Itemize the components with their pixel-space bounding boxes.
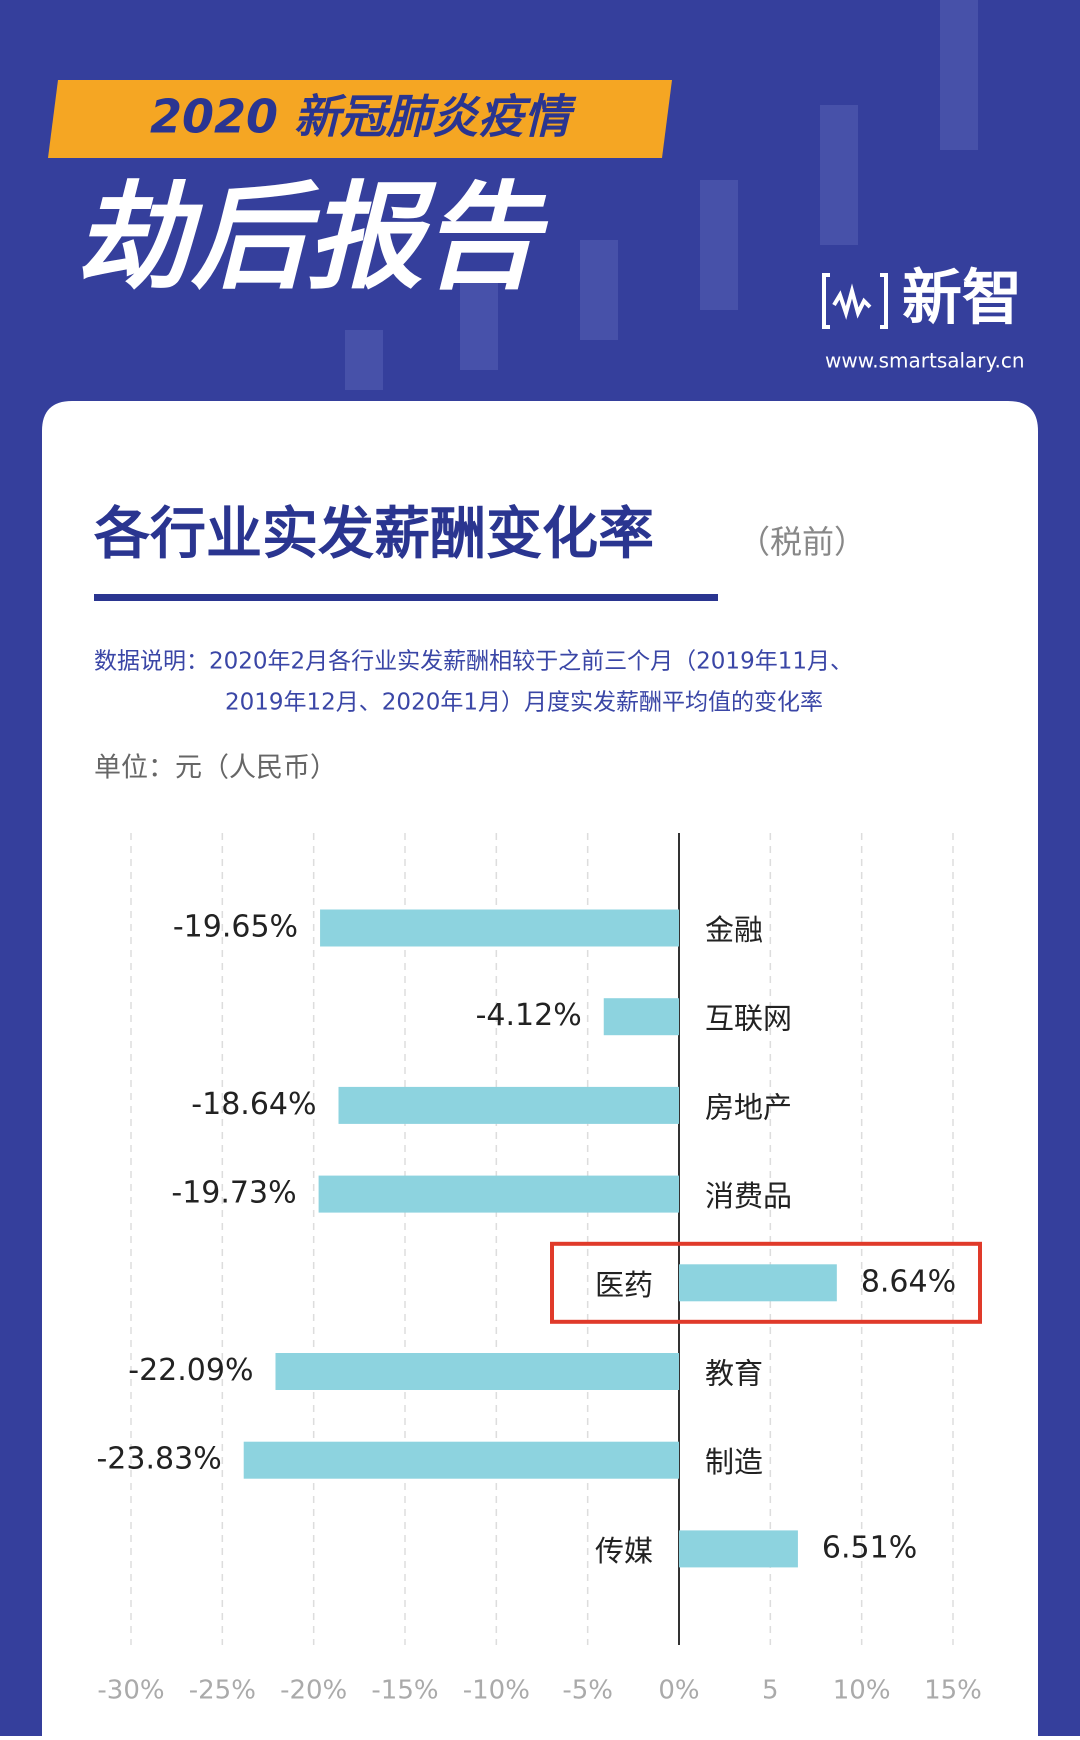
value-label: -4.12% [476,998,582,1033]
x-tick-label: -25% [189,1676,256,1706]
x-tick-label: -30% [97,1676,164,1706]
unit: 单位：元（人民币） [94,753,337,784]
value-label: -19.65% [173,910,298,945]
value-label: 8.64% [861,1264,956,1299]
category-label: 互联网 [705,1002,792,1036]
value-label: -19.73% [171,1176,296,1211]
value-label: 6.51% [822,1530,917,1565]
logo: 新智 [902,264,1022,334]
category-label: 金融 [705,913,763,947]
banner-bg [48,80,672,158]
banner: 2020 新冠肺炎疫情 [150,90,577,144]
bar [275,1353,679,1390]
value-label: -18.64% [191,1087,316,1122]
chart-title: 各行业实发薪酬变化率 [94,502,654,567]
note: 2019年12月、2020年1月）月度实发薪酬平均值的变化率 [225,690,823,716]
report-title: 劫后报告 [75,171,549,306]
card [42,401,1038,1736]
category-label: 房地产 [705,1090,792,1124]
category-label: 消费品 [705,1179,792,1213]
bar [243,1441,680,1479]
bar [318,1175,679,1213]
category-label: 教育 [705,1357,763,1391]
bar [603,998,679,1036]
bar [338,1086,679,1124]
x-tick-label: -15% [371,1676,438,1706]
x-tick-label: -20% [280,1676,347,1706]
value-label: -23.83% [96,1442,221,1477]
x-tick-label: 10% [833,1676,891,1706]
logo-icon [822,273,888,329]
x-tick-label: -5% [562,1676,613,1706]
chart-subtitle: （税前） [738,523,866,561]
bar [679,1530,798,1568]
title-underline [94,594,718,601]
category-label: 制造 [705,1445,763,1479]
x-tick-label: -10% [463,1676,530,1706]
bar [320,909,679,947]
category-label: 传媒 [595,1534,653,1568]
x-tick-label: 15% [924,1676,982,1706]
x-tick-label: 0% [658,1676,699,1706]
bar [679,1264,837,1302]
note: 数据说明：2020年2月各行业实发薪酬相较于之前三个月（2019年11月、 [94,649,853,675]
x-tick-label: 5 [762,1676,779,1706]
decor [345,0,978,390]
highlight-box [550,1241,982,1324]
category-label: 医药 [595,1268,653,1302]
url: www.smartsalary.cn [825,349,1025,373]
value-label: -22.09% [128,1353,253,1388]
